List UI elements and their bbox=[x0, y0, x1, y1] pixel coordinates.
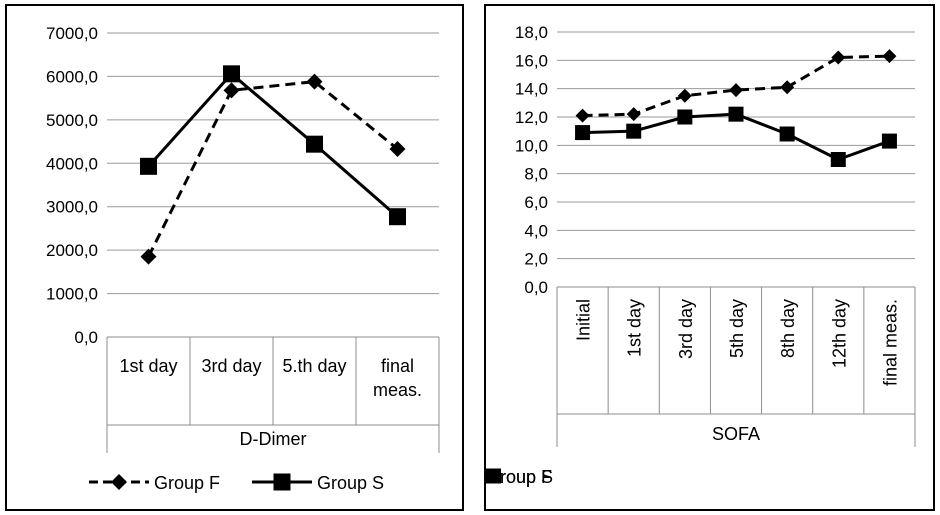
diamond-marker bbox=[831, 51, 845, 65]
x-tick-label: meas. bbox=[373, 380, 422, 400]
y-tick-label: 16,0 bbox=[515, 51, 548, 70]
x-tick-label: 8th day bbox=[778, 299, 798, 358]
square-marker bbox=[677, 110, 692, 125]
d-dimer-chart: 0,0 1000,0 2000,0 3000,0 4000,0 5000,0 6000,0 7… bbox=[7, 6, 462, 509]
square-marker bbox=[729, 107, 744, 122]
square-marker bbox=[882, 134, 897, 149]
square-marker bbox=[306, 136, 323, 153]
x-tick-label: Initial bbox=[574, 299, 594, 341]
d-dimer-chart-panel: 0,0 1000,0 2000,0 3000,0 4000,0 5000,0 6000,0 7… bbox=[5, 4, 464, 511]
square-marker bbox=[780, 127, 795, 142]
x-axis-title: SOFA bbox=[712, 424, 760, 444]
diamond-marker bbox=[729, 83, 743, 97]
x-tick-label: 12th day bbox=[829, 299, 849, 368]
diamond-marker bbox=[627, 107, 641, 121]
legend-label: Group S bbox=[317, 473, 384, 493]
x-tick-label: 3rd day bbox=[201, 356, 261, 376]
diamond-marker bbox=[224, 82, 240, 98]
y-tick-label: 18,0 bbox=[515, 23, 548, 42]
square-marker bbox=[575, 125, 590, 140]
y-tick-label: 1000,0 bbox=[46, 285, 98, 304]
square-marker bbox=[140, 158, 157, 175]
x-tick-label: final meas. bbox=[880, 299, 900, 386]
y-tick-label: 6,0 bbox=[524, 193, 548, 212]
y-tick-label: 14,0 bbox=[515, 80, 548, 99]
y-tick-label: 4,0 bbox=[524, 221, 548, 240]
sofa-chart-panel: 0,0 2,0 4,0 6,0 8,0 10,0 12,0 14,0 16,0 18,0 Initi… bbox=[484, 4, 935, 511]
y-tick-label: 10,0 bbox=[515, 136, 548, 155]
y-tick-label: 7000,0 bbox=[46, 24, 98, 43]
legend-marker-1 bbox=[274, 474, 291, 491]
y-tick-label: 4000,0 bbox=[46, 154, 98, 173]
y-tick-label: 12,0 bbox=[515, 108, 548, 127]
square-marker bbox=[389, 208, 406, 225]
x-tick-label: final bbox=[381, 356, 414, 376]
y-tick-label: 6000,0 bbox=[46, 67, 98, 86]
series-line-1 bbox=[149, 74, 398, 217]
square-marker bbox=[831, 152, 846, 167]
legend-label: Group F bbox=[154, 473, 220, 493]
y-tick-label: 8,0 bbox=[524, 165, 548, 184]
legend-marker-0 bbox=[111, 474, 127, 490]
diamond-marker bbox=[141, 249, 157, 265]
x-tick-label: 5.th day bbox=[282, 356, 346, 376]
y-tick-label: 3000,0 bbox=[46, 198, 98, 217]
sofa-chart: 0,0 2,0 4,0 6,0 8,0 10,0 12,0 14,0 16,0 18,0 Initi… bbox=[486, 6, 933, 509]
x-tick-label: 1st day bbox=[119, 356, 177, 376]
x-axis-title: D-Dimer bbox=[240, 429, 307, 449]
diamond-marker bbox=[780, 80, 794, 94]
y-tick-label: 0,0 bbox=[524, 278, 548, 297]
x-tick-label: 5th day bbox=[727, 299, 747, 358]
y-tick-label: 2,0 bbox=[524, 250, 548, 269]
legend-label: Group S bbox=[486, 467, 553, 487]
y-tick-label: 5000,0 bbox=[46, 111, 98, 130]
square-marker bbox=[626, 124, 641, 139]
diamond-marker bbox=[678, 89, 692, 103]
y-tick-label: 2000,0 bbox=[46, 241, 98, 260]
x-tick-label: 3rd day bbox=[676, 299, 696, 359]
square-marker bbox=[223, 65, 240, 82]
x-tick-label: 1st day bbox=[625, 299, 645, 357]
diamond-marker bbox=[576, 109, 590, 123]
y-tick-label: 0,0 bbox=[74, 328, 98, 347]
diamond-marker bbox=[882, 49, 896, 63]
